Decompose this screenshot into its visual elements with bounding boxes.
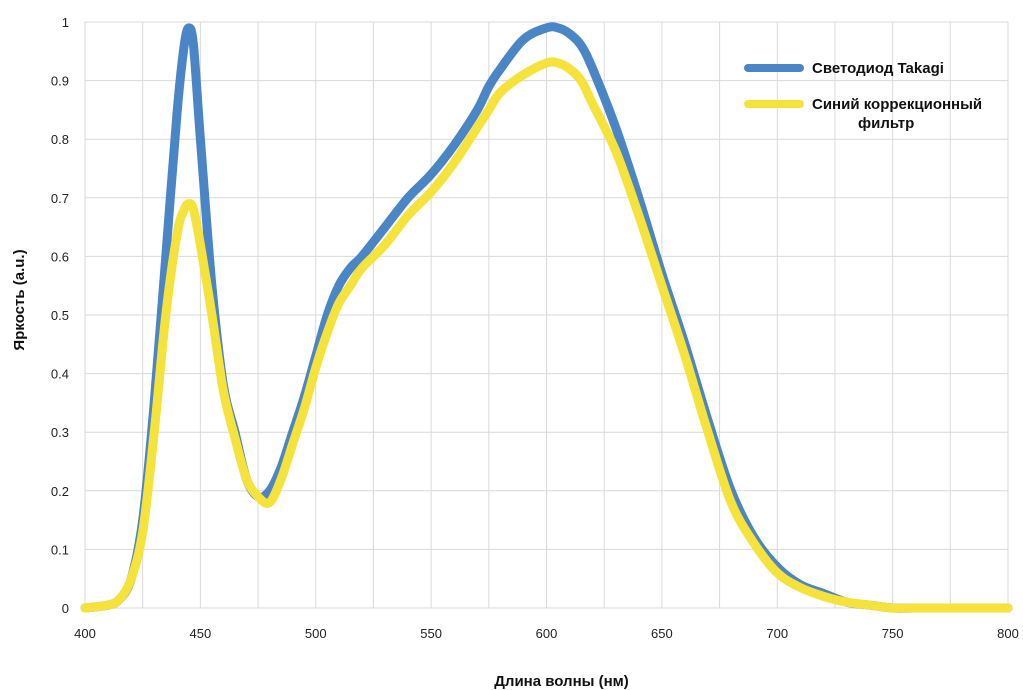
series-line-2: [80, 57, 1013, 613]
grid: [84, 21, 1009, 609]
x-tick-label: 550: [420, 626, 442, 641]
y-axis-ticks: 0 0.1 0.2 0.3 0.4 0.5 0.6 0.7 0.8 0.9 1: [51, 15, 69, 616]
y-tick-label: 1: [62, 15, 69, 30]
y-tick-label: 0.3: [51, 425, 69, 440]
x-axis-label: Длина волны (нм): [494, 673, 629, 690]
legend-label-2: фильтр: [858, 115, 914, 132]
series-lines: [80, 22, 1013, 613]
legend-label-1: Светодиод Takagi: [812, 60, 944, 77]
x-tick-label: 500: [305, 626, 327, 641]
x-tick-label: 450: [190, 626, 212, 641]
y-tick-label: 0.5: [51, 308, 69, 323]
x-tick-label: 700: [766, 626, 788, 641]
y-tick-label: 0.8: [51, 132, 69, 147]
x-tick-label: 600: [536, 626, 558, 641]
legend: Светодиод Takagi Синий коррекционный фильт…: [744, 60, 982, 132]
y-tick-label: 0.4: [51, 367, 69, 382]
y-tick-label: 0.2: [51, 484, 69, 499]
y-axis-label: Яркость (a.u.): [11, 249, 28, 350]
y-tick-label: 0.1: [51, 542, 69, 557]
y-tick-label: 0: [62, 601, 69, 616]
x-tick-label: 750: [882, 626, 904, 641]
x-axis-ticks: 400 450 500 550 600 650 700 750 800: [74, 626, 1019, 641]
y-tick-label: 0.6: [51, 249, 69, 264]
y-tick-label: 0.7: [51, 191, 69, 206]
x-tick-label: 400: [74, 626, 96, 641]
x-tick-label: 800: [997, 626, 1019, 641]
x-tick-label: 650: [651, 626, 673, 641]
legend-label-2: Синий коррекционный: [812, 96, 982, 113]
y-tick-label: 0.9: [51, 74, 69, 89]
